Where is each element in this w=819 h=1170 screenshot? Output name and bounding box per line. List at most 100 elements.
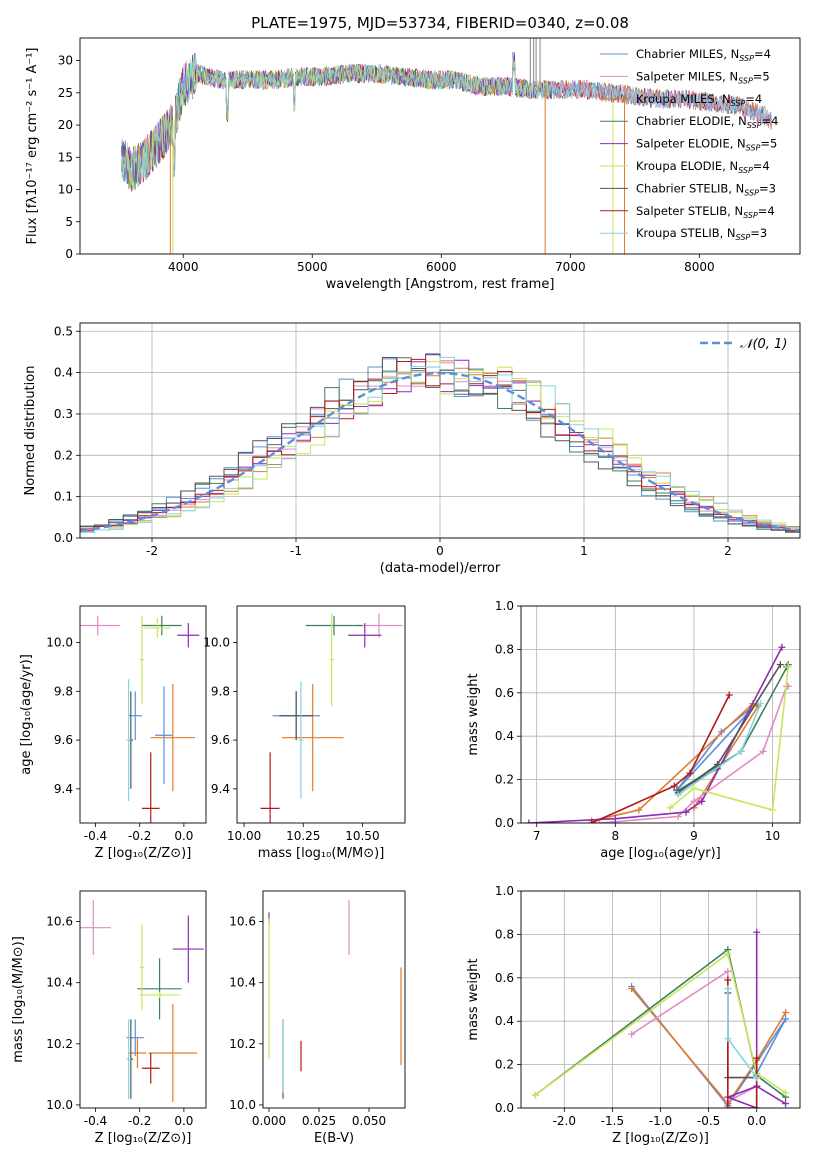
x-axis-label: Z [log₁₀(Z/Z⊙)] <box>95 846 192 861</box>
weight-marker <box>784 663 792 671</box>
weight-marker <box>737 747 745 755</box>
y-tick-label: 10.2 <box>229 1037 256 1051</box>
x-tick-label: 10 <box>765 829 780 843</box>
x-axis-label: mass [log₁₀(M/M⊙)] <box>258 846 385 861</box>
y-tick-label: 10.0 <box>229 1098 256 1112</box>
x-tick-label: 0.025 <box>302 1114 336 1128</box>
x-axis-label: (data-model)/error <box>380 561 501 576</box>
weight-line-k-miles <box>630 988 787 1106</box>
y-axis-label: mass [log₁₀(M/M⊙)] <box>11 936 26 1063</box>
y-axis-label: mass weight <box>466 673 481 755</box>
y-tick-label: 0.0 <box>495 1101 514 1115</box>
x-tick-label: -0.2 <box>128 829 151 843</box>
weight-marker <box>782 1015 790 1023</box>
plot-area <box>531 928 790 1108</box>
legend-label: Chabrier STELIB, N <box>636 181 744 195</box>
x-tick-label: -2.0 <box>553 1114 576 1128</box>
weight-marker <box>724 985 732 993</box>
legend-label: Chabrier MILES, N <box>636 47 739 61</box>
y-tick-label: 1.0 <box>495 599 514 613</box>
y-tick-label: 10.4 <box>229 976 256 990</box>
y-tick-label: 10.2 <box>46 1037 73 1051</box>
y-tick-label: 0.5 <box>54 324 73 338</box>
x-tick-label: 4000 <box>168 260 199 274</box>
histogram-c-stelib <box>80 357 800 538</box>
weight-marker <box>759 747 767 755</box>
legend-subscript: SSP <box>731 99 746 108</box>
y-tick-label: 9.8 <box>54 684 73 698</box>
x-tick-label: -1.5 <box>601 1114 624 1128</box>
axes-frame <box>520 605 801 824</box>
x-tick-label: 6000 <box>426 260 457 274</box>
x-tick-label: 10.50 <box>345 829 379 843</box>
gaussian-curve <box>80 371 800 532</box>
legend-suffix: =5 <box>760 137 777 151</box>
y-tick-label: 9.8 <box>211 684 230 698</box>
x-tick-label: -0.2 <box>128 1114 151 1128</box>
weight-marker <box>611 815 619 823</box>
y-tick-label: 0.6 <box>495 971 514 985</box>
weight-line-k-stelib <box>677 703 762 796</box>
weight-marker <box>724 1104 732 1108</box>
legend-subscript: SSP <box>738 76 753 85</box>
y-tick-label: 0.1 <box>54 490 73 504</box>
weight-marker <box>778 643 786 651</box>
residuals-panel: -2 -1 0 1 2 0.0 0.1 0.2 0.3 0.4 0.5 (data-model)/er… <box>23 322 801 576</box>
spectrum-line-k-stelib <box>121 52 772 188</box>
x-tick-label: 0.000 <box>252 1114 286 1128</box>
axes-frame <box>262 890 406 1109</box>
legend-subscript: SSP <box>738 166 753 175</box>
x-tick-label: 2 <box>724 544 732 558</box>
y-tick-label: 0.6 <box>495 686 514 700</box>
weight-marker <box>628 1030 636 1038</box>
x-axis-label: Z [log₁₀(Z/Z⊙)] <box>95 1131 192 1146</box>
legend-label: Kroupa ELODIE, N <box>636 159 738 173</box>
x-axis-label: age [log₁₀(age/yr)] <box>600 846 721 861</box>
axes-frame <box>79 890 207 1109</box>
x-axis-label: Z [log₁₀(Z/Z⊙)] <box>612 1131 709 1146</box>
weight-marker <box>768 806 776 814</box>
legend-subscript: SSP <box>744 188 759 197</box>
y-tick-label: 9.6 <box>211 733 230 747</box>
y-tick-label: 10.4 <box>46 976 73 990</box>
legend-suffix: =3 <box>759 181 776 195</box>
legend-label: Chabrier ELODIE, N <box>636 114 747 128</box>
y-tick-label: 0.2 <box>495 1058 514 1072</box>
x-tick-label: 9 <box>690 829 698 843</box>
legend-subscript: SSP <box>747 121 762 130</box>
weight-line-c-miles <box>675 702 758 792</box>
legend-suffix: =3 <box>750 226 767 240</box>
weight-marker <box>690 797 698 805</box>
x-tick-label: -1.0 <box>649 1114 672 1128</box>
legend-subscript: SSP <box>746 144 761 153</box>
legend-subscript: SSP <box>736 233 751 242</box>
x-tick-label: 0.0 <box>747 1114 766 1128</box>
weight-marker <box>670 782 678 790</box>
weight-line-s-stelib <box>727 980 758 1108</box>
weight-marker <box>686 769 694 777</box>
y-axis-label: age [log₁₀(age/yr)] <box>19 654 34 775</box>
x-tick-label: -2 <box>146 544 158 558</box>
legend-suffix: =4 <box>758 204 775 218</box>
weight-marker <box>753 1074 761 1082</box>
weight-marker <box>753 1054 761 1062</box>
weight-line-k-elodie <box>669 666 789 812</box>
legend-entry: Salpeter STELIB, NSSP=4 <box>636 204 775 220</box>
figure-title: PLATE=1975, MJD=53734, FIBERID=0340, z=0… <box>251 14 629 32</box>
y-tick-label: 1.0 <box>495 884 514 898</box>
x-tick-label: 8000 <box>684 260 715 274</box>
x-tick-label: 7 <box>533 829 541 843</box>
weight-vs-metallicity-panel: -2.0 -1.5 -1.0 -0.5 0.0 0.0 0.2 0.4 0.6 0.8 1.0 Z [… <box>466 884 801 1146</box>
plot-area <box>80 900 204 1102</box>
y-tick-label: 0.4 <box>495 729 514 743</box>
weight-marker <box>690 784 698 792</box>
age-vs-metallicity-panel: -0.4 -0.2 0.0 9.4 9.6 9.8 10.0 Z [log₁₀(Z/Z⊙)] a… <box>19 605 207 861</box>
weight-marker <box>782 1009 790 1017</box>
legend-label: Salpeter MILES, N <box>636 69 738 83</box>
legend-entry: Kroupa MILES, NSSP=4 <box>636 92 762 108</box>
y-axis-label: Normed distribution <box>23 366 38 496</box>
y-tick-label: 10.0 <box>46 1098 73 1112</box>
x-tick-label: 8 <box>611 829 619 843</box>
x-tick-label: 0 <box>436 544 444 558</box>
